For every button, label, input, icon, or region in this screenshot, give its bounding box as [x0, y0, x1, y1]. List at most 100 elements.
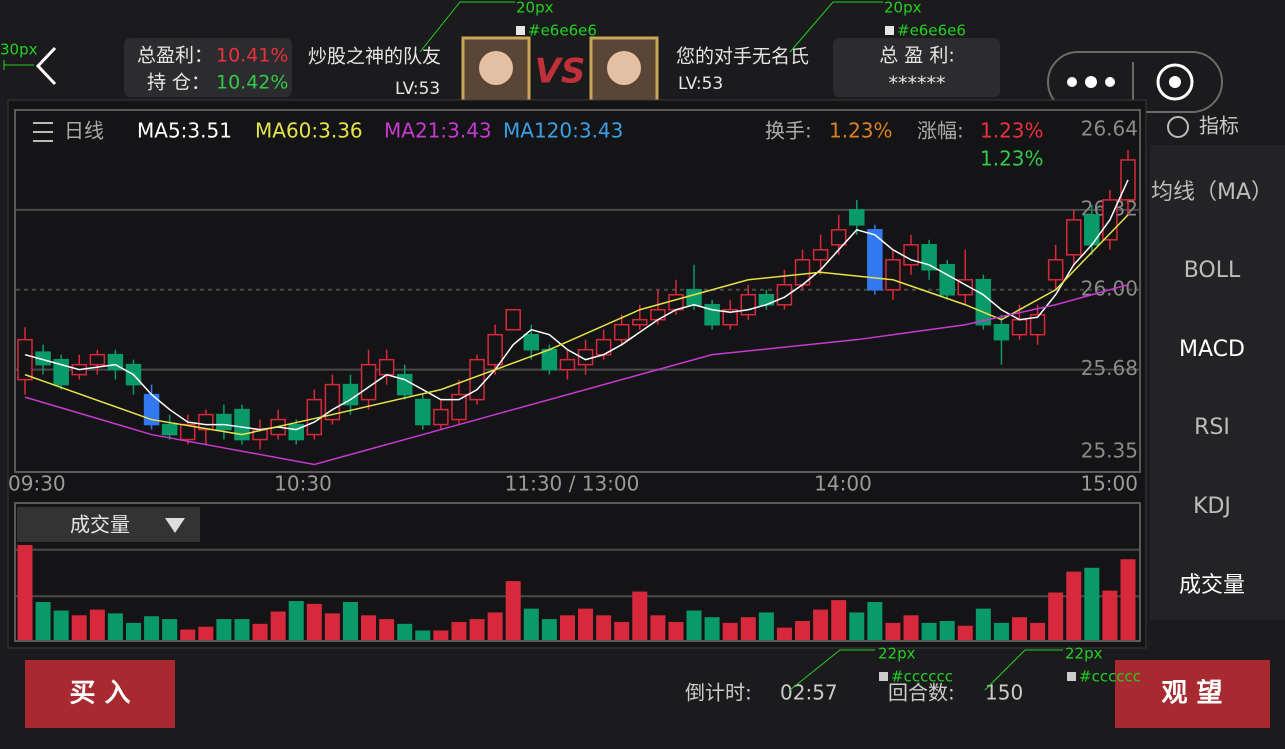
candle-body — [198, 413, 214, 431]
candle-body — [686, 289, 702, 306]
swatch — [885, 26, 894, 35]
swatch — [1067, 672, 1076, 681]
volume-bar — [578, 608, 594, 640]
annotation: 20px — [516, 0, 554, 17]
volume-bar — [1030, 622, 1046, 640]
candle-body — [613, 323, 630, 341]
volume-bar — [125, 622, 141, 640]
candle-body — [812, 249, 829, 261]
indicator-tab[interactable]: BOLL — [1184, 258, 1241, 283]
buy-button[interactable] — [25, 660, 175, 728]
volume-bar — [469, 619, 485, 640]
y-tick-label: 26.00 — [1081, 276, 1138, 300]
volume-bar — [776, 627, 792, 640]
volume-bar — [71, 615, 87, 640]
volume-bar — [324, 613, 340, 640]
volume-bar — [306, 603, 322, 640]
annotation: #e6e6e6 — [897, 22, 966, 40]
candle-body — [89, 353, 106, 366]
candle-body — [17, 338, 33, 381]
label: 总 盈 利: — [879, 45, 954, 67]
vs: VS — [535, 52, 586, 92]
rounds: 150 — [985, 681, 1023, 705]
candle-body — [1011, 318, 1028, 336]
volume-bar — [885, 622, 901, 640]
candle-body — [451, 393, 467, 421]
opponent-name: 您的对手无名氏 — [676, 46, 809, 68]
volume-bar — [288, 601, 304, 640]
volume-bar — [758, 612, 774, 640]
candle-body — [740, 293, 757, 316]
indicator-tab[interactable]: 均线（MA） — [1151, 180, 1273, 205]
candle-body — [849, 209, 865, 226]
volume-bar — [198, 626, 214, 640]
candle-body — [541, 348, 558, 371]
candle-body — [921, 244, 937, 271]
volume-bar — [668, 621, 684, 640]
annotation: #cccccc — [891, 668, 953, 686]
volume-bar — [957, 625, 973, 640]
dot — [1105, 77, 1115, 87]
indicator-tab[interactable]: MACD — [1179, 337, 1245, 362]
swatch — [516, 26, 525, 35]
x-tick-label: 10:30 — [274, 472, 332, 496]
swatch — [879, 672, 888, 681]
volume-bar — [975, 608, 991, 640]
y-tick-label: 25.35 — [1081, 439, 1138, 463]
volume-bar — [903, 615, 919, 640]
label: 换手: — [765, 119, 812, 143]
annotation: 30px — [0, 41, 38, 59]
watch-label[interactable]: 观 望 — [1161, 679, 1222, 709]
volume-bar — [1084, 567, 1100, 640]
volume-bar — [740, 617, 756, 640]
player-name: 炒股之神的队友 — [308, 46, 441, 68]
candle-body — [469, 358, 485, 401]
y-tick-label: 25.68 — [1081, 356, 1138, 380]
close-button[interactable] — [1156, 63, 1194, 101]
period[interactable]: 日线 — [64, 119, 104, 143]
candle-body — [559, 358, 576, 371]
label: 持 仓： — [147, 72, 210, 94]
candle-body — [668, 293, 684, 311]
volume-bar — [17, 545, 33, 640]
buy-label[interactable]: 买 入 — [69, 679, 130, 709]
indicator-tab[interactable]: 成交量 — [1179, 573, 1245, 598]
watch-button[interactable] — [1115, 660, 1270, 728]
candle-body — [324, 383, 341, 421]
volume-bar — [813, 609, 829, 640]
candle-body — [1066, 219, 1082, 256]
volume-bar — [849, 612, 865, 640]
volume-bar — [722, 622, 738, 640]
plot: 26.6426.3226.0025.6825.3509:3010:3011:30… — [8, 116, 1139, 640]
volume-bar — [144, 616, 160, 640]
volume-bar — [451, 621, 467, 640]
volume-bar — [614, 621, 630, 640]
menu-icon[interactable] — [33, 122, 53, 142]
volume-panel — [14, 502, 1141, 642]
candle-body — [161, 423, 178, 436]
ma-label: MA21:3.43 — [384, 119, 492, 143]
value: 10.42% — [216, 72, 288, 94]
label: 总盈利： — [137, 45, 213, 67]
candle-body — [415, 398, 431, 426]
label: 涨幅: — [917, 119, 964, 143]
x-tick-label: 15:00 — [1080, 472, 1138, 496]
label: 倒计时: — [685, 681, 752, 705]
indicator-tab[interactable]: KDJ — [1193, 494, 1231, 519]
candle-body — [993, 323, 1010, 341]
dropdown-arrow — [165, 518, 185, 533]
ma-label: MA120:3.43 — [503, 119, 623, 143]
volume-bar — [162, 619, 178, 640]
volume-bar — [523, 608, 539, 640]
back-button[interactable] — [35, 46, 57, 86]
volume-bar — [1102, 590, 1118, 640]
candle-body — [234, 408, 250, 441]
volume-bar — [180, 629, 196, 640]
volume-bar — [939, 621, 955, 640]
indicator-tab[interactable]: RSI — [1194, 415, 1230, 440]
ma-label: MA5:3.51 — [137, 119, 232, 143]
volume-bar — [795, 621, 811, 640]
profit-box — [124, 38, 292, 97]
volume-bar — [559, 615, 575, 640]
